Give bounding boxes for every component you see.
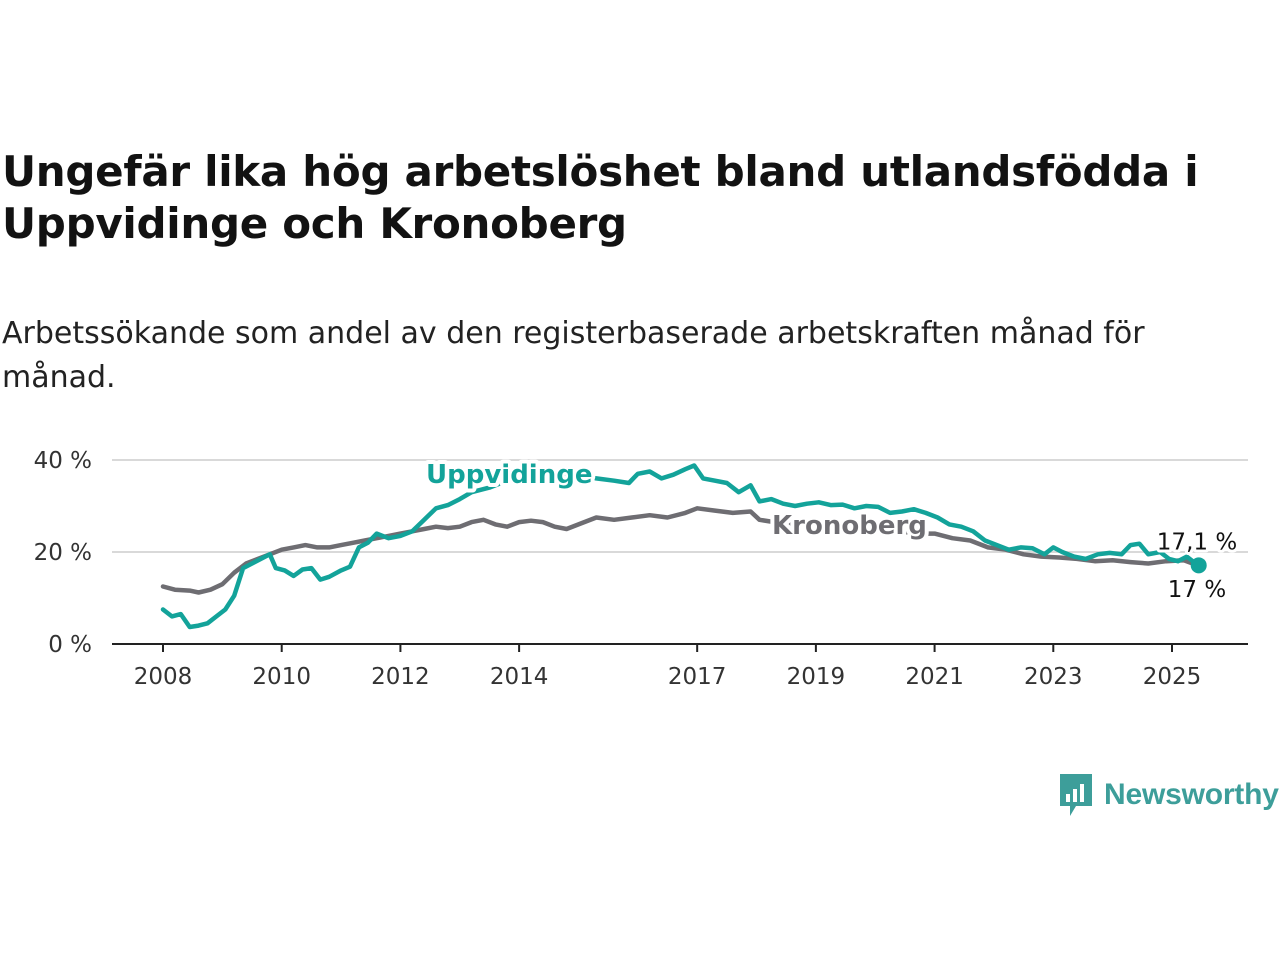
end-point-uppvidinge [1190,557,1207,574]
end-label-uppvidinge: 17,1 % [1157,529,1237,555]
brand-logo: Newsworthy [1058,772,1279,818]
y-tick-label: 20 % [34,540,92,566]
chart-subtitle: Arbetssökande som andel av den registerb… [2,316,1145,395]
x-tick-label: 2021 [905,664,964,690]
x-tick-label: 2008 [134,664,193,690]
x-tick-label: 2010 [252,664,311,690]
series-label-halo: Kronoberg [772,511,927,541]
x-tick-label: 2012 [371,664,430,690]
x-tick-label: 2023 [1024,664,1083,690]
y-tick-label: 0 % [48,632,92,658]
line-chart: 0 % 20 % 40 % 2008 2010 2012 2014 2017 2019 2021 2… [34,448,1248,690]
series-label-kronoberg: Kronoberg [772,511,927,541]
series-line-kronoberg [160,506,1201,595]
end-label-kronoberg: 17 % [1168,577,1226,603]
series-line-uppvidinge [160,463,1201,630]
series-label-halo: Uppvidinge [426,460,592,490]
brand-name: Newsworthy [1104,778,1279,811]
y-tick-label: 40 % [34,448,92,474]
chart-title: Ungefär lika hög arbetslöshet bland utla… [2,147,1199,248]
x-tick-label: 2025 [1143,664,1202,690]
x-tick-label: 2017 [668,664,727,690]
series-label-uppvidinge: Uppvidinge [426,460,592,490]
x-tick-label: 2014 [490,664,549,690]
newsworthy-logo-icon [1060,774,1092,816]
x-tick-label: 2019 [787,664,846,690]
